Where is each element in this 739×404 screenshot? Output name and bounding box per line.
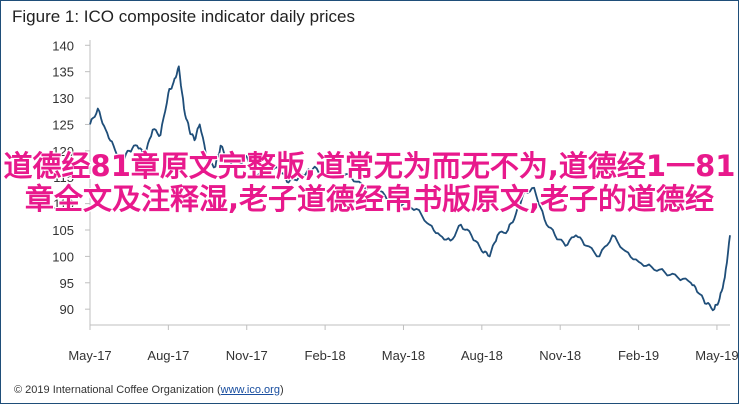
y-tick-label: 100 bbox=[52, 249, 74, 264]
x-tick-label: May-17 bbox=[68, 348, 111, 363]
y-tick-label: 120 bbox=[52, 144, 74, 159]
y-tick-label: 90 bbox=[60, 302, 74, 317]
y-tick-label: 125 bbox=[52, 117, 74, 132]
x-tick-label: May-19 bbox=[695, 348, 738, 363]
copyright-notice: © 2019 International Coffee Organization… bbox=[14, 384, 284, 396]
x-tick-label: Feb-19 bbox=[618, 348, 659, 363]
price-series-line bbox=[89, 65, 731, 312]
y-tick-label: 95 bbox=[60, 276, 74, 291]
x-tick-label: Aug-17 bbox=[147, 348, 189, 363]
chart-title: Figure 1: ICO composite indicator daily … bbox=[12, 7, 355, 26]
y-tick-label: 135 bbox=[52, 65, 74, 80]
x-tick-label: Nov-18 bbox=[539, 348, 581, 363]
x-tick-label: Aug-18 bbox=[461, 348, 503, 363]
y-tick-label: 140 bbox=[52, 38, 74, 53]
copyright-suffix: ) bbox=[279, 384, 284, 396]
y-tick-label: 130 bbox=[52, 91, 74, 106]
y-tick-label: 110 bbox=[53, 197, 74, 212]
y-tick-label: 105 bbox=[52, 223, 74, 238]
x-tick-label: Nov-17 bbox=[226, 348, 268, 363]
overlay-text: 道德经81章原文完整版,道常无为而无不为,道德经1一81章全文及注释湿,老子道德… bbox=[3, 149, 736, 216]
ico-website-link[interactable]: www.ico.org bbox=[220, 384, 280, 396]
y-tick-label: 115 bbox=[53, 170, 74, 185]
copyright-prefix: © 2019 International Coffee Organization… bbox=[14, 384, 221, 396]
x-tick-label: Feb-18 bbox=[305, 348, 346, 363]
x-tick-label: May-18 bbox=[382, 348, 425, 363]
